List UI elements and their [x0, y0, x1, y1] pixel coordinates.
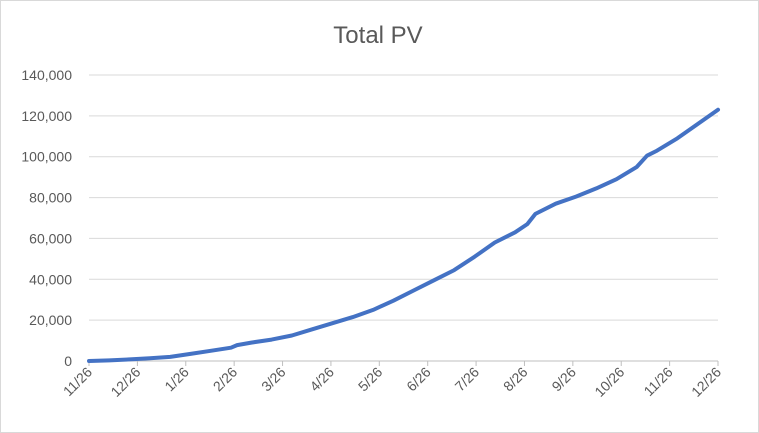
- y-tick-label: 100,000: [21, 149, 72, 165]
- x-axis-tick-labels: 11/26 12/26 1/26 2/26 3/26 4/26 5/26 6/26 7/26 8/…: [60, 364, 724, 400]
- x-tick-label: 6/26: [403, 364, 434, 395]
- y-axis-tick-labels: 0 20,000 40,000 60,000 80,000 100,000 120,000 1…: [21, 67, 72, 369]
- x-tick-label: 3/26: [258, 364, 289, 395]
- x-tick-label: 12/26: [688, 364, 724, 400]
- x-tick-label: 9/26: [548, 364, 579, 395]
- y-tick-label: 80,000: [29, 190, 72, 206]
- x-tick-label: 5/26: [355, 364, 386, 395]
- x-tick-label: 7/26: [452, 364, 483, 395]
- y-tick-label: 60,000: [29, 230, 72, 246]
- x-tick-label: 2/26: [210, 364, 241, 395]
- chart-title: Total PV: [333, 22, 422, 49]
- series-line: [87, 107, 720, 363]
- x-tick-label: 10/26: [591, 364, 627, 400]
- y-tick-label: 40,000: [29, 271, 72, 287]
- x-axis: [88, 360, 719, 366]
- y-tick-label: 0: [64, 353, 72, 369]
- y-tick-label: 20,000: [29, 312, 72, 328]
- series-group: [87, 107, 720, 363]
- x-tick-label: 11/26: [640, 364, 676, 400]
- x-tick-label: 1/26: [161, 364, 192, 395]
- y-tick-label: 140,000: [21, 67, 72, 83]
- x-tick-label: 12/26: [107, 364, 143, 400]
- x-tick-label: 4/26: [306, 364, 337, 395]
- x-tick-label: 8/26: [500, 364, 531, 395]
- y-tick-label: 120,000: [21, 108, 72, 124]
- gridlines: [89, 74, 718, 321]
